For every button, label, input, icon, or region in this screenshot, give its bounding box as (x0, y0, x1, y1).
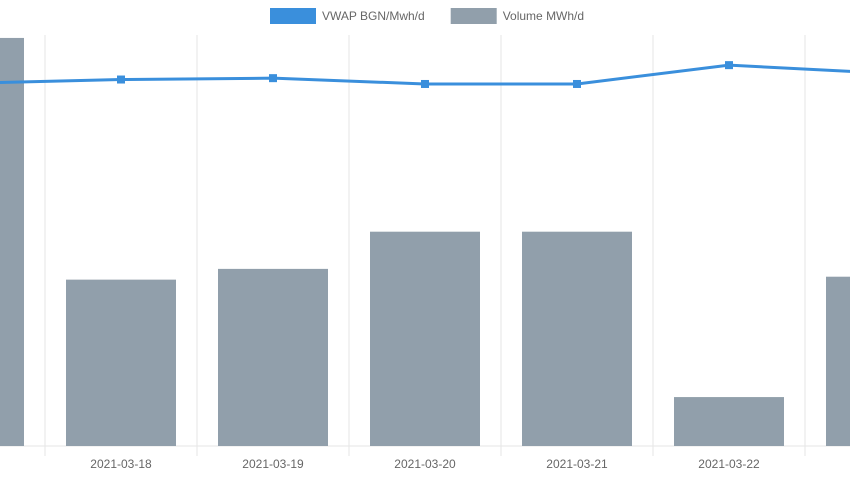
point (421, 79, 429, 88)
point (725, 61, 733, 70)
bar (370, 231, 480, 446)
x-tick-label: 2021-03-22 (698, 457, 760, 471)
bar (522, 231, 632, 446)
point (117, 75, 125, 84)
x-tick-label: 2021-03-18 (90, 457, 152, 471)
legend-label: Volume MWh/d (503, 9, 584, 23)
point (269, 74, 277, 83)
point (573, 79, 581, 88)
legend: VWAP BGN/Mwh/d Volume MWh/d (270, 8, 584, 24)
legend-swatch (450, 8, 497, 24)
bar (826, 276, 850, 446)
bar (0, 37, 24, 446)
x-tick-label: 2021-03-21 (546, 457, 608, 471)
x-tick-label: 2021-03-20 (394, 457, 456, 471)
legend-swatch (270, 8, 316, 24)
x-tick-label: 2021-03-19 (242, 457, 304, 471)
bar (674, 397, 784, 446)
legend-label: VWAP BGN/Mwh/d (322, 9, 425, 23)
bar (66, 279, 176, 446)
bar (218, 268, 328, 446)
